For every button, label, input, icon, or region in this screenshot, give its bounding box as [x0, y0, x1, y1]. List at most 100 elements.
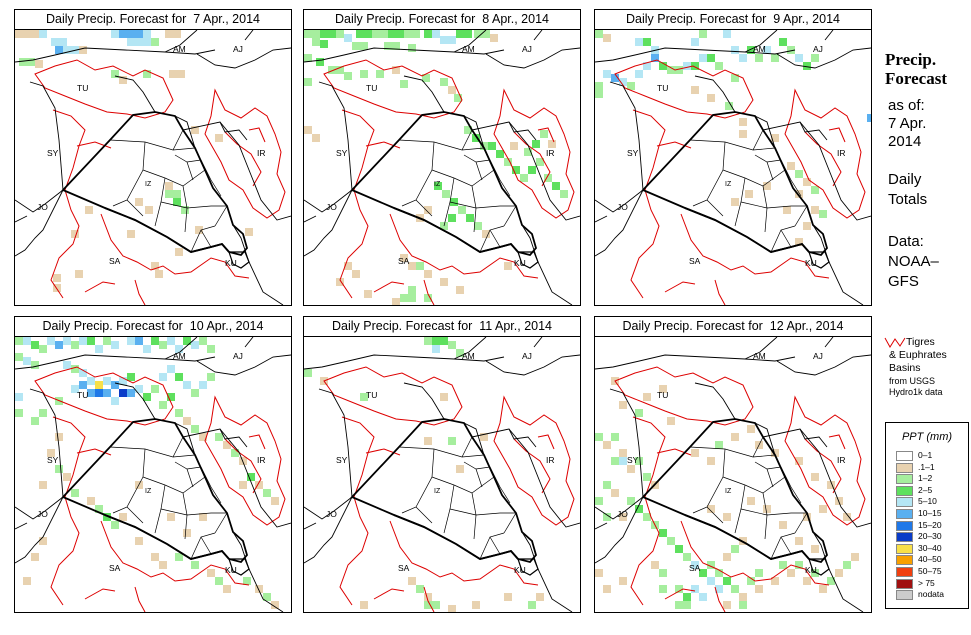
precip-cell	[143, 70, 151, 78]
country-border	[508, 428, 580, 528]
precip-cell	[779, 38, 787, 46]
basin-boundary	[204, 88, 286, 219]
basin-boundary	[664, 588, 696, 600]
precip-cell	[304, 30, 320, 38]
province-boundary	[214, 512, 228, 534]
basin-boundary	[828, 127, 846, 143]
precip-cell	[103, 389, 111, 397]
basin-boundary	[513, 131, 551, 187]
province-boundary	[734, 484, 746, 534]
precip-cell	[787, 46, 795, 54]
precip-cell	[779, 521, 787, 529]
province-boundary	[766, 205, 807, 209]
data-source-line: Data:	[888, 233, 924, 250]
country-border	[304, 496, 353, 564]
country-label: SY	[336, 455, 348, 465]
precip-cell	[739, 118, 747, 126]
legend-swatch	[896, 532, 913, 543]
country-label: IZ	[145, 181, 152, 188]
precip-cell	[643, 62, 651, 70]
legend-label: 10–15	[918, 508, 942, 518]
country-border	[533, 337, 543, 348]
precip-cell	[627, 82, 635, 90]
precip-cell	[79, 381, 87, 389]
precip-cell	[79, 369, 87, 377]
precip-cell	[603, 441, 611, 449]
precip-cell	[47, 337, 55, 345]
precip-cell	[552, 182, 560, 190]
precip-cell	[71, 365, 79, 373]
country-border	[15, 522, 28, 530]
legend-item: 5–10	[896, 496, 966, 508]
precip-cell	[745, 190, 753, 198]
legend-swatch	[896, 451, 913, 461]
country-border	[508, 121, 580, 221]
legend-swatch	[896, 520, 913, 531]
precip-cell	[151, 337, 159, 345]
precip-cell	[787, 569, 795, 577]
precip-cell	[763, 46, 771, 54]
basin-boundary	[714, 586, 726, 612]
precip-cell	[442, 190, 450, 198]
precip-cell	[643, 473, 651, 481]
precip-map-11-apr: AM AJ TU SY IR JO SA KU IZ	[304, 337, 580, 612]
precip-cell	[707, 561, 715, 569]
basin-boundary	[784, 88, 866, 219]
basin-boundary	[84, 281, 116, 293]
legend-label: .1–1	[918, 461, 935, 472]
precip-cell	[723, 601, 731, 609]
precip-cell	[181, 206, 189, 214]
precip-cell	[352, 42, 368, 50]
country-label: IZ	[434, 488, 441, 495]
country-border	[304, 496, 353, 520]
precip-cell	[659, 585, 667, 593]
precip-cell	[803, 222, 811, 230]
precip-cell	[103, 513, 111, 521]
precip-cell	[667, 417, 675, 425]
country-label: SA	[689, 256, 701, 266]
country-border	[15, 354, 216, 370]
country-border	[318, 81, 353, 191]
legend-item: 40–50	[896, 554, 966, 566]
precip-cell	[39, 537, 47, 545]
precip-cell	[143, 393, 151, 401]
basin-boundary	[680, 213, 830, 279]
precip-cell	[87, 377, 95, 385]
basin-boundary	[100, 520, 250, 586]
province-boundary	[398, 139, 485, 151]
precip-cell	[723, 513, 731, 521]
precip-cell	[155, 270, 163, 278]
province-boundary	[186, 161, 194, 181]
basin-boundary	[248, 434, 266, 450]
precip-cell	[488, 142, 496, 150]
precip-cell	[167, 365, 175, 373]
precip-cell	[191, 126, 199, 134]
precip-cell	[611, 74, 619, 82]
iraq-border	[61, 111, 248, 257]
country-border	[595, 496, 644, 520]
country-label: SY	[47, 148, 59, 158]
precip-cell	[111, 30, 119, 38]
precip-cell	[199, 337, 207, 345]
precip-cell	[480, 142, 488, 150]
country-label: AJ	[813, 44, 823, 54]
basin-boundary	[134, 586, 146, 612]
country-border	[824, 337, 834, 348]
province-boundary	[112, 448, 146, 514]
precip-cell	[360, 393, 368, 401]
basin-boundary	[828, 434, 846, 450]
province-boundary	[754, 154, 782, 163]
country-label: IR	[546, 455, 555, 465]
country-label: SA	[109, 256, 121, 266]
country-label: TU	[77, 83, 88, 93]
precip-cell	[595, 90, 603, 98]
precip-cell	[595, 82, 603, 90]
province-boundary	[186, 468, 194, 488]
country-label: KU	[225, 565, 237, 575]
country-border	[744, 337, 778, 360]
precip-cell	[843, 561, 851, 569]
country-label: JO	[326, 509, 337, 519]
precip-cell	[440, 393, 448, 401]
province-boundary	[109, 139, 196, 151]
province-boundary	[499, 179, 511, 197]
